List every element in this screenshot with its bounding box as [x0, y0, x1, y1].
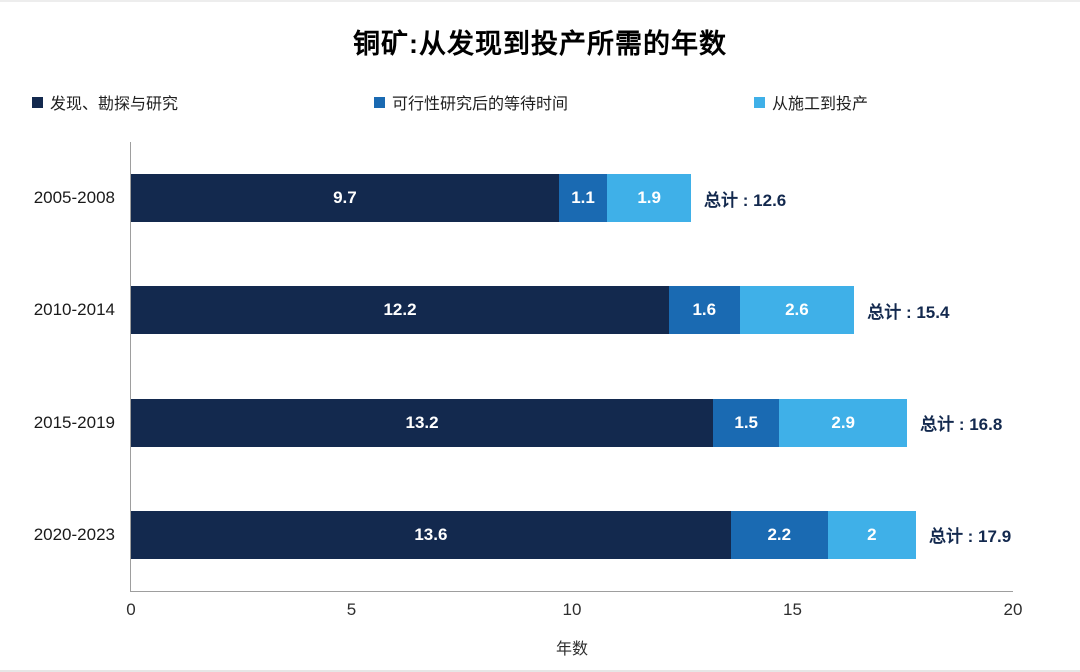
bar-segment: 1.1 [558, 174, 608, 223]
bar-segment: 2.9 [779, 398, 908, 447]
legend-label: 可行性研究后的等待时间 [392, 96, 569, 113]
segment-value: 13.2 [405, 412, 439, 432]
bar-segment: 12.2 [131, 286, 670, 335]
bar-segment: 9.7 [131, 174, 559, 223]
category-label: 2010-2014 [33, 300, 115, 320]
segment-value: 13.6 [414, 524, 448, 544]
x-tick-label: 20 [1003, 600, 1023, 619]
bar-segment: 13.6 [131, 510, 731, 559]
category-label: 2015-2019 [33, 412, 115, 432]
legend-label: 从施工到投产 [772, 96, 869, 113]
bar-row: 2020-2023 13.6 2.2 2 总计 : 17.9 [34, 510, 1013, 559]
bar-row: 2005-2008 9.7 1.1 1.9 总计 : 12.6 [34, 174, 1013, 223]
segment-value: 1.5 [734, 412, 758, 432]
bar-segment: 1.9 [607, 174, 692, 223]
stacked-bar: 13.6 2.2 2 总计 : 17.9 [131, 510, 1013, 559]
legend: 发现、勘探与研究 可行性研究后的等待时间 从施工到投产 [0, 90, 1080, 116]
segment-value: 2 [867, 524, 877, 544]
legend-swatch-icon [374, 96, 385, 108]
x-tick-label: 10 [562, 600, 582, 619]
legend-item: 发现、勘探与研究 [32, 90, 178, 114]
legend-item: 从施工到投产 [754, 90, 868, 114]
x-tick-label: 5 [346, 600, 357, 619]
x-axis-label: 年数 [555, 641, 589, 658]
legend-swatch-icon [32, 96, 43, 108]
stacked-bar: 13.2 1.5 2.9 总计 : 16.8 [131, 398, 1013, 447]
legend-item: 可行性研究后的等待时间 [374, 90, 568, 114]
segment-value: 12.2 [383, 300, 417, 320]
segment-value: 2.9 [831, 412, 855, 432]
bar-segment: 2 [827, 510, 916, 559]
total-label: 总计 : 12.6 [704, 190, 787, 210]
segment-value: 1.6 [692, 300, 717, 320]
legend-swatch-icon [754, 96, 765, 108]
segment-value: 1.1 [571, 188, 595, 208]
segment-value: 2.2 [767, 524, 792, 544]
total-label: 总计 : 17.9 [928, 527, 1012, 547]
segment-value: 2.6 [785, 300, 809, 320]
x-tick-label: 15 [783, 600, 802, 619]
category-label: 2005-2008 [33, 188, 115, 208]
bar-segment: 13.2 [131, 398, 714, 447]
bar-segment: 1.5 [713, 398, 780, 447]
bar-row: 2015-2019 13.2 1.5 2.9 总计 : 16.8 [34, 398, 1013, 447]
category-label: 2020-2023 [33, 524, 115, 544]
stacked-bar: 12.2 1.6 2.6 总计 : 15.4 [131, 286, 1013, 335]
x-axis-ticks: 0 5 10 15 20 [126, 591, 1022, 621]
total-label: 总计 : 15.4 [867, 302, 950, 322]
segment-value: 9.7 [333, 188, 357, 208]
bar-segment: 2.2 [730, 510, 828, 559]
legend-label: 发现、勘探与研究 [50, 96, 179, 113]
plot-area: 2005-2008 9.7 1.1 1.9 总计 : 12.6 2010-2014 12.2… [34, 142, 1022, 658]
bar-rows: 2005-2008 9.7 1.1 1.9 总计 : 12.6 2010-2014 12.2… [34, 142, 1013, 591]
bar-row: 2010-2014 12.2 1.6 2.6 总计 : 15.4 [34, 286, 1013, 335]
bar-segment: 2.6 [739, 286, 855, 335]
segment-value: 1.9 [637, 188, 661, 208]
x-tick-label: 0 [126, 600, 136, 619]
total-label: 总计 : 16.8 [920, 415, 1003, 435]
bar-segment: 1.6 [669, 286, 740, 335]
chart-title: 铜矿:从发现到投产所需的年数 [353, 29, 727, 59]
stacked-bar: 9.7 1.1 1.9 总计 : 12.6 [131, 174, 1013, 223]
